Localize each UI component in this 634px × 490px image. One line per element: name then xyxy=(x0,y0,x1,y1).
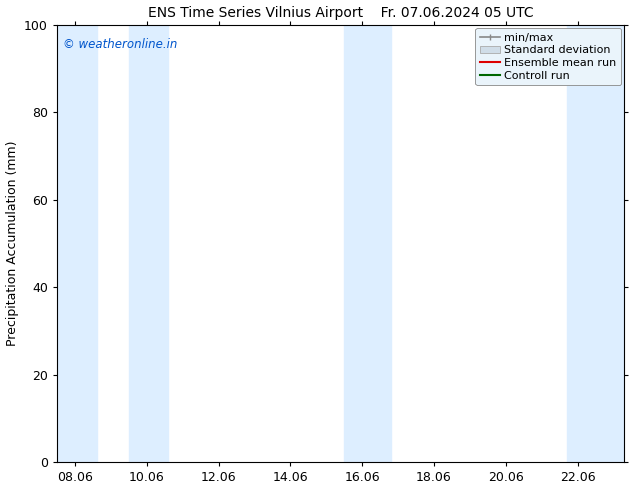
Bar xyxy=(129,25,168,463)
Legend: min/max, Standard deviation, Ensemble mean run, Controll run: min/max, Standard deviation, Ensemble me… xyxy=(476,28,621,85)
Bar xyxy=(57,25,96,463)
Bar xyxy=(567,25,624,463)
Text: © weatheronline.in: © weatheronline.in xyxy=(63,38,177,51)
Bar xyxy=(344,25,391,463)
Title: ENS Time Series Vilnius Airport    Fr. 07.06.2024 05 UTC: ENS Time Series Vilnius Airport Fr. 07.0… xyxy=(148,5,533,20)
Y-axis label: Precipitation Accumulation (mm): Precipitation Accumulation (mm) xyxy=(6,141,18,346)
